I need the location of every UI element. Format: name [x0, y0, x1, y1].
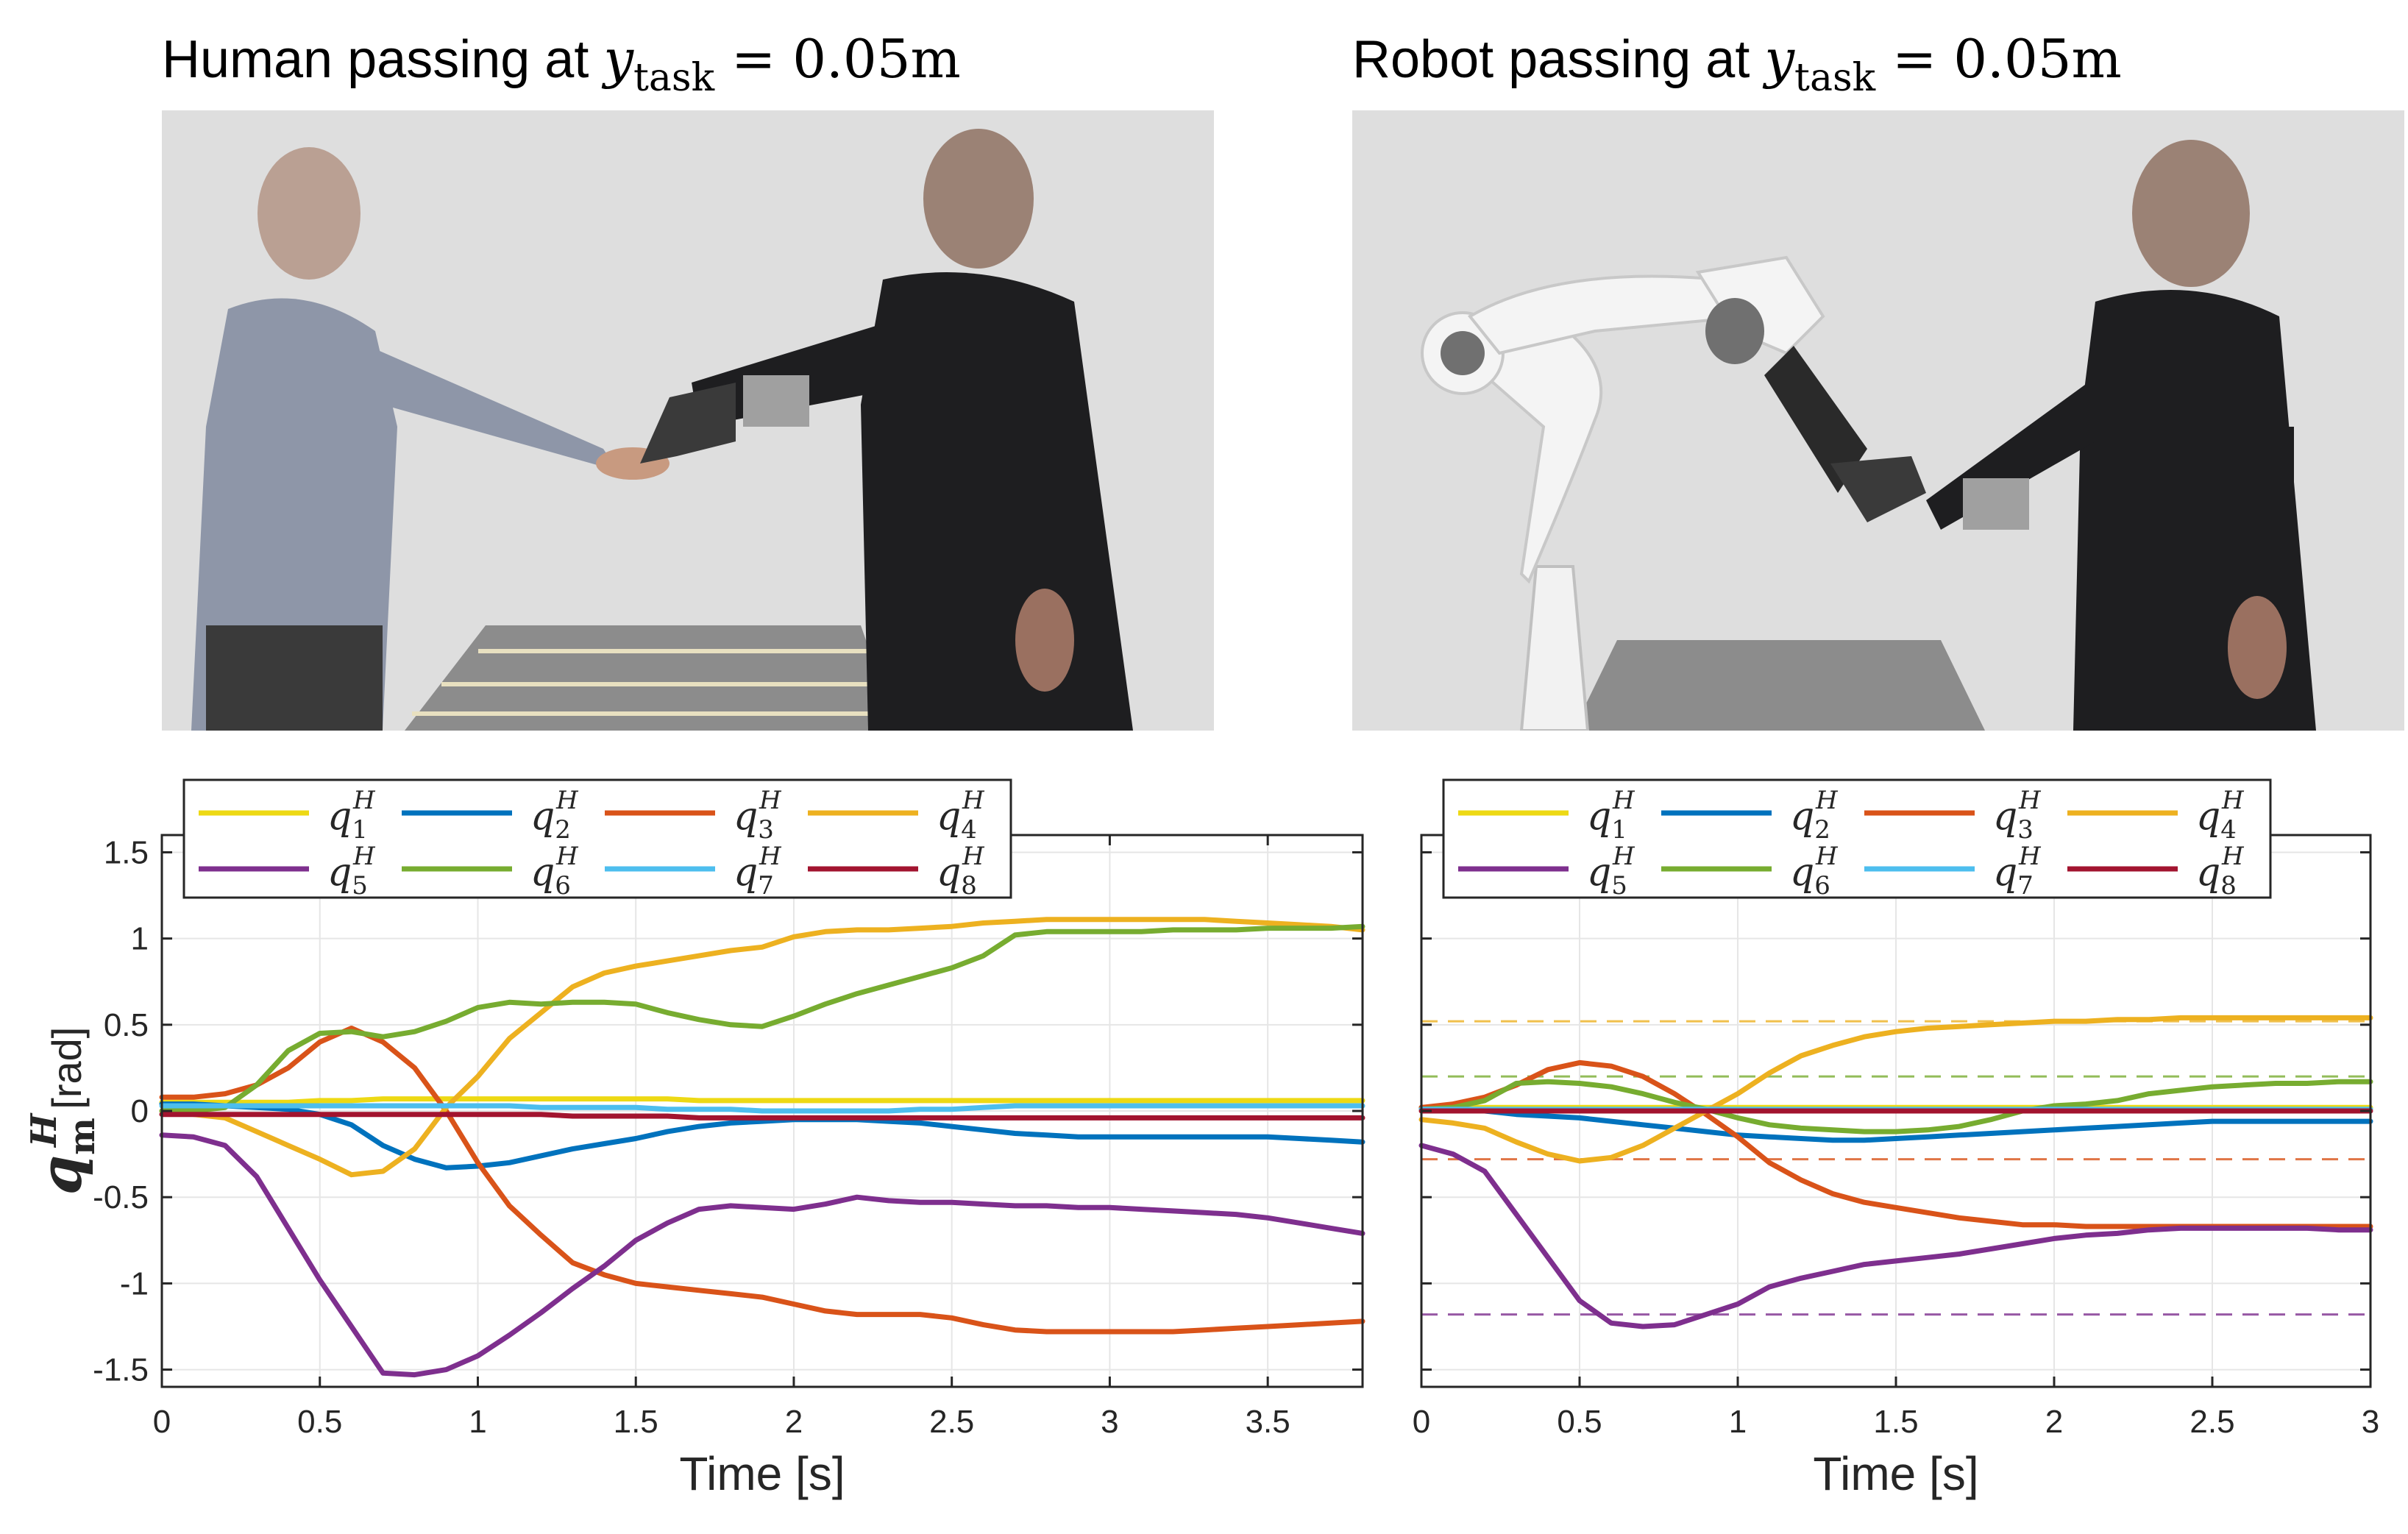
y-label-symbol: q	[28, 1155, 95, 1196]
y-label-subscript: m	[62, 1118, 103, 1155]
left-title-text: Human passing at	[162, 30, 604, 89]
right-chart: 0 0.5 1 1.5 2 2.5 3 Time [s] q1H q2H q3H q4H q5H q6H q…	[1413, 778, 2379, 1500]
legend-box	[1442, 778, 2272, 899]
x-axis-label: Time [s]	[1813, 1447, 1978, 1500]
legend-label-q8: q8H	[937, 842, 985, 901]
legend-label-q4: q4H	[937, 786, 985, 845]
legend-label-q3: q3H	[734, 786, 782, 845]
legend-box	[182, 778, 1012, 899]
legend-label-q5: q5H	[327, 842, 376, 901]
legend-label-q2: q2H	[530, 786, 579, 845]
y-tick-label: 1	[131, 921, 149, 957]
legend-label-q4: q4H	[2196, 786, 2245, 845]
legend-label-q6: q6H	[1790, 842, 1839, 901]
left-panel-title: Human passing at ytask = 0.05m	[162, 22, 961, 115]
x-tick-label: 3.5	[1246, 1404, 1290, 1440]
y-tick-label: 0	[131, 1093, 149, 1129]
y-tick-label: -0.5	[93, 1179, 149, 1215]
series-line-q8	[159, 1112, 1365, 1121]
series-line-q7	[159, 1103, 1365, 1114]
x-axis-label: Time [s]	[679, 1447, 845, 1500]
x-tick-label: 1	[469, 1404, 486, 1440]
x-tick-label: 0.5	[297, 1404, 342, 1440]
right-title-subscript: task	[1794, 56, 1876, 100]
y-label-superscript: H	[24, 1112, 65, 1148]
x-tick-label: 1	[1729, 1404, 1747, 1440]
left-title-value: = 0.05m	[714, 28, 961, 90]
series-line-q1	[159, 1096, 1365, 1105]
x-tick-label: 3	[2362, 1404, 2379, 1440]
y-tick-label: 1.5	[104, 834, 149, 870]
series-line-q2	[1418, 1104, 2373, 1143]
legend-label-q7: q7H	[1993, 842, 2042, 901]
y-label-unit: [rad]	[43, 1027, 90, 1109]
photo-robot-to-human-handover	[1352, 110, 2404, 731]
x-tick-label: 2.5	[929, 1404, 974, 1440]
right-title-variable: y	[1764, 28, 1795, 90]
series-line-q4	[159, 917, 1365, 1178]
right-title-text: Robot passing at	[1352, 30, 1765, 89]
photo-human-to-human-handover	[162, 110, 1214, 731]
series-line-q5	[1418, 1143, 2373, 1329]
series-line-q6	[1418, 1079, 2373, 1134]
x-tick-label: 0	[153, 1404, 171, 1440]
left-title-subscript: task	[633, 56, 715, 100]
x-tick-label: 3	[1101, 1404, 1118, 1440]
legend-label-q7: q7H	[734, 842, 782, 901]
legend-label-q1: q1H	[327, 786, 376, 845]
left-chart: 0 0.5 1 1.5 2 2.5 3 3.5 -1.5 -1 -0.5 0 0.5 1 1.5 Time […	[24, 778, 1365, 1500]
x-tick-label: 2	[2045, 1404, 2063, 1440]
y-tick-label: 0.5	[104, 1007, 149, 1043]
series-line-q6	[159, 923, 1365, 1114]
x-tick-label: 2	[785, 1404, 803, 1440]
x-tick-label: 1.5	[1873, 1404, 1918, 1440]
series-line-q4	[1418, 1015, 2373, 1164]
x-tick-label: 2.5	[2189, 1404, 2234, 1440]
x-tick-label: 1.5	[614, 1404, 658, 1440]
series-line-q2	[159, 1101, 1365, 1171]
x-tick-label: 0	[1413, 1404, 1430, 1440]
legend-label-q1: q1H	[1587, 786, 1635, 845]
y-tick-label: -1.5	[93, 1352, 149, 1388]
left-title-variable: y	[603, 28, 634, 90]
y-tick-label: -1	[120, 1265, 149, 1302]
series-line-q5	[159, 1132, 1365, 1378]
legend-label-q8: q8H	[2196, 842, 2245, 901]
legend-label-q6: q6H	[530, 842, 579, 901]
legend-label-q3: q3H	[1993, 786, 2042, 845]
right-title-value: = 0.05m	[1875, 28, 2122, 90]
legend-label-q5: q5H	[1587, 842, 1635, 901]
y-axis-label: qmH[rad]	[24, 1027, 103, 1196]
right-panel-title: Robot passing at ytask = 0.05m	[1352, 22, 2122, 115]
legend-label-q2: q2H	[1790, 786, 1839, 845]
x-tick-label: 0.5	[1557, 1404, 1602, 1440]
